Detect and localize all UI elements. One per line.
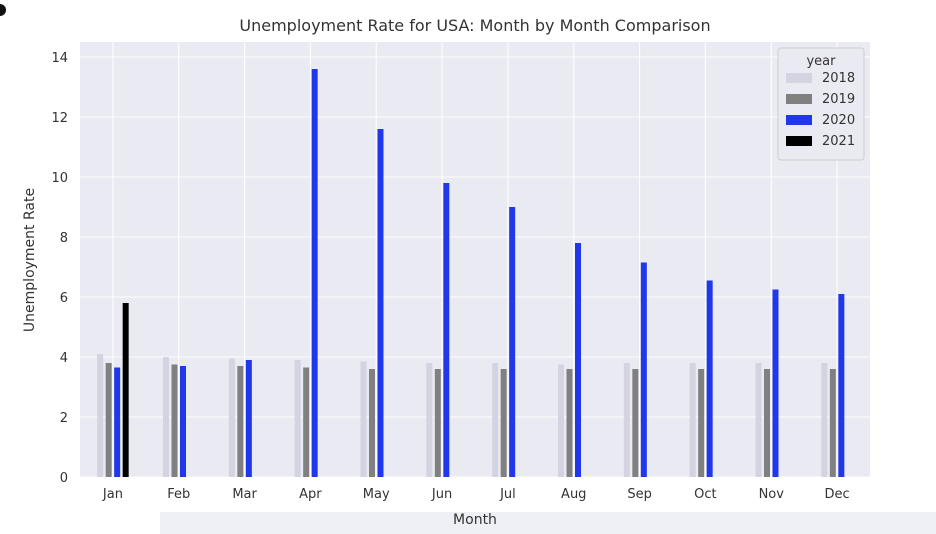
bar-2019-jul [500,369,507,477]
y-tick-label: 6 [60,291,68,306]
corner-artifact [0,4,6,16]
x-axis-label: Month [453,512,497,528]
bar-2020-dec [838,294,845,477]
bar-2020-may [377,129,384,477]
bar-2019-oct [698,369,705,477]
bar-2018-sep [623,363,630,477]
bar-2018-jan [97,354,104,477]
bar-2019-may [369,369,375,477]
x-tick-label: Oct [694,487,716,502]
y-tick-label: 4 [60,351,68,366]
bar-2019-sep [632,369,639,477]
legend-label-2021: 2021 [822,134,855,149]
legend-label-2018: 2018 [822,71,855,86]
legend-label-2020: 2020 [822,113,855,128]
bar-2018-jun [426,363,433,477]
legend: year 2018 2019 2020 2021 [777,47,865,161]
bar-2019-nov [764,369,770,477]
y-tick-label: 12 [51,111,68,126]
bar-2020-jul [509,207,516,477]
chart-title: Unemployment Rate for USA: Month by Mont… [239,16,710,35]
bar-2019-jan [105,363,112,477]
bar-2018-nov [755,363,762,477]
legend-swatch-2020 [786,115,812,125]
bar-2020-mar [245,360,252,477]
x-tick-label: Sep [627,487,652,502]
x-tick-label: Jul [499,487,516,502]
bar-2020-jun [443,183,450,477]
y-tick-label: 10 [51,171,68,186]
bar-2018-oct [689,363,696,477]
bar-2019-dec [829,369,836,477]
bar-2019-jun [434,369,441,477]
bar-2019-feb [171,364,178,477]
x-tick-label: Nov [759,487,785,502]
bar-2018-jul [492,363,499,477]
bar-2020-aug [575,243,581,477]
legend-swatch-2018 [786,73,812,83]
y-axis-label: Unemployment Rate [22,188,38,332]
y-tick-label: 0 [60,471,68,486]
bar-2020-oct [706,280,713,477]
bar-2018-dec [821,363,828,477]
x-tick-label: Mar [232,487,257,502]
bar-2021-jan [122,303,129,477]
y-tick-label: 8 [60,231,68,246]
legend-swatch-2019 [786,94,812,104]
bar-2020-sep [640,262,647,477]
bar-2018-feb [163,357,169,477]
bottom-strip [160,512,936,534]
bar-2020-nov [772,289,779,477]
bar-2018-may [360,361,367,477]
x-tick-label: Feb [167,487,190,502]
bar-2018-aug [558,364,564,477]
plot-background [80,42,870,477]
bar-2019-aug [566,369,573,477]
bar-2020-apr [311,69,318,477]
x-tick-label: May [363,487,390,502]
legend-swatch-2021 [786,136,812,146]
x-tick-label: Dec [825,487,850,502]
x-tick-label: Jun [431,487,452,502]
x-tick-label: Apr [299,487,322,502]
legend-label-2019: 2019 [822,92,855,107]
bar-2018-apr [294,360,301,477]
bar-2018-mar [228,358,235,477]
bar-2020-jan [114,367,121,477]
bar-2020-feb [180,366,186,477]
bar-2019-apr [303,367,310,477]
legend-title: year [806,54,836,69]
y-tick-label: 14 [51,51,68,66]
x-tick-label: Aug [561,487,586,502]
x-tick-label: Jan [102,487,123,502]
bar-2019-mar [237,366,244,477]
y-tick-label: 2 [60,411,68,426]
